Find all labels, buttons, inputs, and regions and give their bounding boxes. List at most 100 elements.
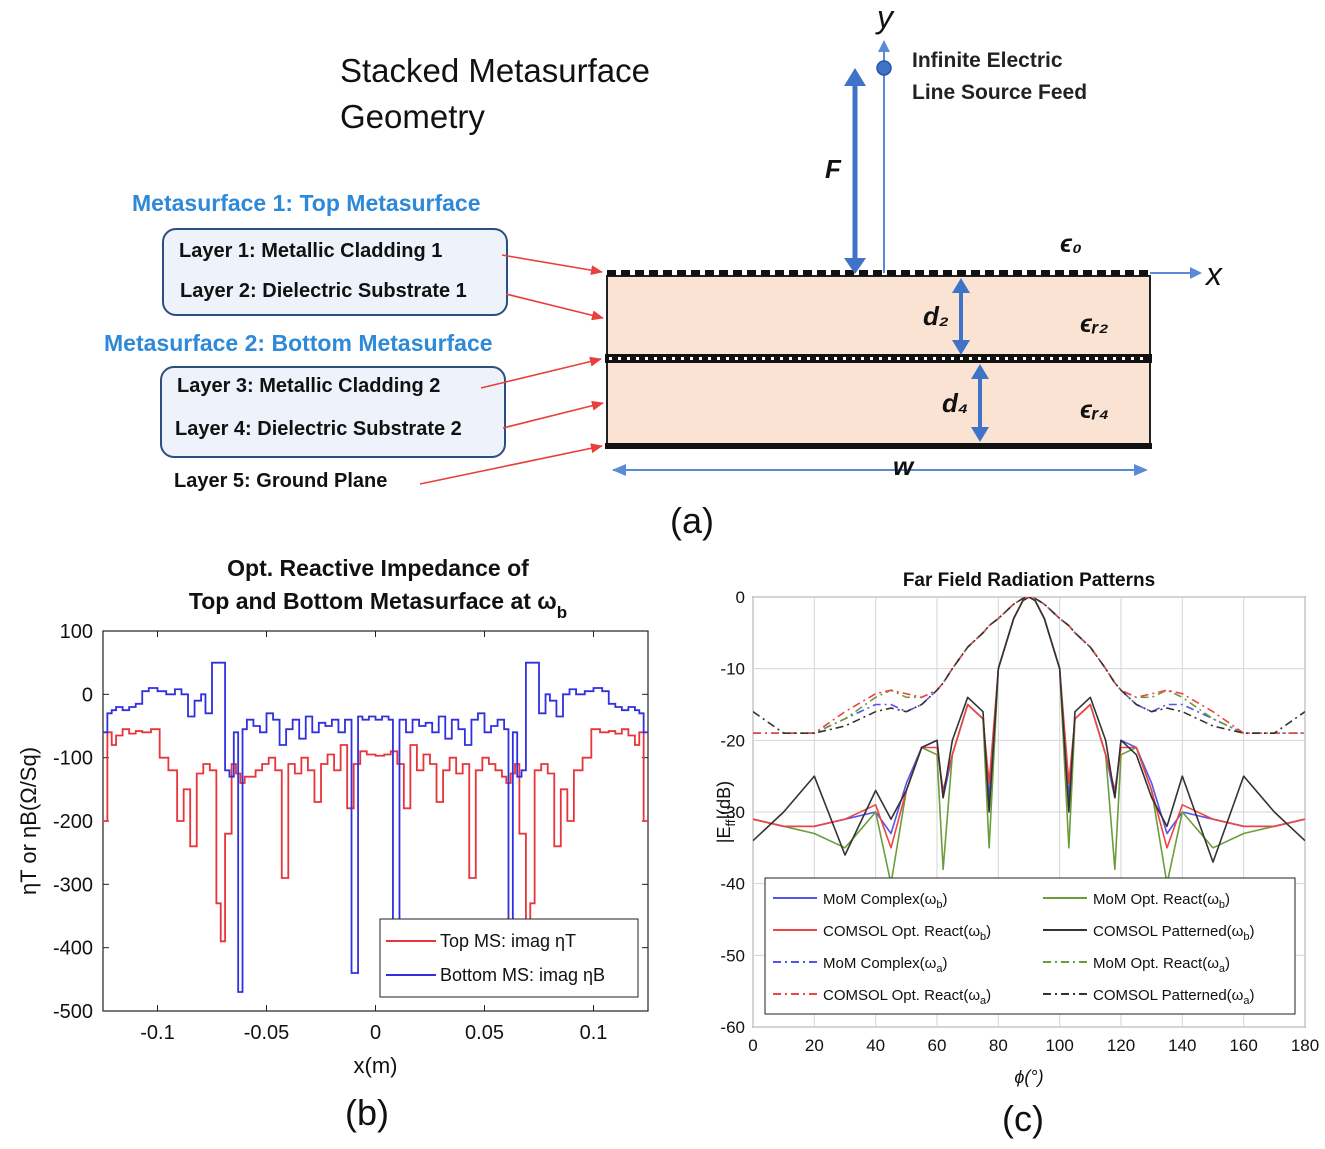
pointer-layer4 — [502, 400, 604, 429]
legend-entry-subscript: a — [1243, 995, 1250, 1007]
legend-entry: COMSOL Opt. React(ωb) — [823, 923, 991, 943]
caption-a: (a) — [670, 500, 714, 541]
pointer-layer3 — [480, 356, 602, 389]
legend-entry-close: ) — [1225, 955, 1230, 972]
line-source-dot — [876, 60, 892, 76]
legend-entry-subscript: a — [936, 963, 943, 975]
legend-box — [379, 918, 639, 998]
metallic-cladding-2 — [605, 354, 1152, 363]
y-axis-label: y — [875, 0, 895, 35]
layer1-label: Layer 1: Metallic Cladding 1 — [179, 240, 443, 262]
legend-entry: MoM Opt. React(ωb) — [1093, 891, 1230, 911]
y-axis-label-tail: |(dB) — [714, 781, 734, 820]
panel-a-title: Stacked Metasurface Geometry — [340, 48, 650, 140]
legend-entry-close: ) — [943, 955, 948, 972]
x-tick-label: -0.1 — [140, 1022, 174, 1044]
x-tick-label: 160 — [1229, 1036, 1257, 1055]
x-tick-label: 20 — [805, 1036, 824, 1055]
geometry-diagram: y x F d₂ d₄ w ϵ₀ ϵᵣ₂ ϵᵣ₄ — [419, 0, 1223, 485]
panel-a-title-line1: Stacked Metasurface — [340, 52, 650, 89]
y-tick-label: -60 — [720, 1018, 745, 1037]
legend-entry: MoM Opt. React(ωa) — [1093, 955, 1230, 975]
pointer-layer5 — [419, 443, 603, 485]
metasurface1-heading: Metasurface 1: Top Metasurface — [132, 190, 481, 216]
y-tick-label: -300 — [53, 874, 93, 896]
x-tick-label: 0 — [748, 1036, 757, 1055]
metasurface2-box — [160, 366, 506, 458]
legend-entry-close: ) — [986, 987, 991, 1004]
chart-title-subscript: b — [557, 603, 567, 622]
y-tick-label: -10 — [720, 660, 745, 679]
series-line-top-ms — [103, 728, 648, 943]
legend-entry-close: ) — [1250, 923, 1255, 940]
y-tick-label: -200 — [53, 811, 93, 833]
y-tick-label: 0 — [82, 684, 93, 706]
legend-entry-close: ) — [943, 891, 948, 908]
label-epsr4: ϵᵣ₄ — [1080, 396, 1109, 424]
panel-a-title-line2: Geometry — [340, 98, 485, 135]
feed-label: Infinite Electric Line Source Feed — [912, 45, 1087, 109]
x-axis-label: ϕ(°) — [1014, 1067, 1043, 1087]
legend-entry-subscript: b — [1243, 931, 1249, 943]
substrate-2 — [606, 361, 1151, 445]
y-axis-label-subscript: ff — [723, 819, 738, 826]
pointer-layer2 — [505, 293, 604, 321]
ground-plane — [605, 443, 1152, 449]
layer5-label: Layer 5: Ground Plane — [174, 470, 388, 492]
radiation-pattern-chart: Far Field Radiation Patterns 0 20 40 60 80 100… — [714, 570, 1319, 1087]
label-w: w — [893, 451, 915, 481]
chart-title: Far Field Radiation Patterns — [903, 570, 1155, 591]
label-d2: d₂ — [923, 301, 949, 331]
legend-box — [764, 877, 1296, 1015]
x-tick-label: 0 — [370, 1022, 381, 1044]
layer3-label: Layer 3: Metallic Cladding 2 — [177, 375, 441, 397]
legend-entry-subscript: a — [980, 995, 987, 1007]
legend-entry-subscript: b — [936, 899, 942, 911]
chart-title-line1: Opt. Reactive Impedance of — [227, 555, 529, 581]
legend-entry: MoM Complex(ωa) — [823, 955, 948, 975]
y-tick-label: -400 — [53, 938, 93, 960]
legend-entry-subscript: b — [980, 931, 986, 943]
x-axis-label: x — [1204, 256, 1223, 292]
x-tick-label: 0.1 — [580, 1022, 608, 1044]
label-F: F — [825, 154, 842, 184]
label-d4: d₄ — [942, 388, 968, 418]
substrate-1 — [606, 275, 1151, 357]
legend-entry: COMSOL Patterned(ωb) — [1093, 923, 1255, 943]
metasurface2-heading: Metasurface 2: Bottom Metasurface — [104, 330, 493, 356]
legend-entry-subscript: b — [1219, 899, 1225, 911]
chart-title-line2: Top and Bottom Metasurface at ωb — [189, 588, 567, 622]
x-tick-label: 100 — [1045, 1036, 1073, 1055]
caption-c: (c) — [1002, 1098, 1044, 1139]
x-axis-label: x(m) — [354, 1053, 398, 1078]
layer2-label: Layer 2: Dielectric Substrate 1 — [180, 280, 467, 302]
legend-entry-close: ) — [1250, 987, 1255, 1004]
legend-entry-close: ) — [1225, 891, 1230, 908]
impedance-chart: Opt. Reactive Impedance of Top and Bottom… — [16, 555, 649, 1078]
x-tick-label: 120 — [1107, 1036, 1135, 1055]
legend-entry: Bottom MS: imag ηB — [440, 965, 605, 985]
series-line-3 — [753, 597, 1305, 863]
series-line-4 — [753, 597, 1305, 734]
layer4-label: Layer 4: Dielectric Substrate 2 — [175, 418, 462, 440]
label-eps0: ϵ₀ — [1060, 230, 1082, 258]
legend-entry: MoM Complex(ωb) — [823, 891, 948, 911]
y-tick-label: 0 — [736, 588, 745, 607]
x-tick-label: 60 — [928, 1036, 947, 1055]
x-tick-label: 180 — [1291, 1036, 1319, 1055]
y-tick-label: -100 — [53, 748, 93, 770]
caption-b: (b) — [345, 1092, 389, 1133]
feed-label-line2: Line Source Feed — [912, 81, 1088, 104]
y-tick-label: -500 — [53, 1001, 93, 1023]
legend-entry-close: ) — [986, 923, 991, 940]
y-tick-label: -30 — [720, 803, 745, 822]
x-tick-label: 0.05 — [465, 1022, 504, 1044]
x-tick-label: -0.05 — [244, 1022, 290, 1044]
pointer-layer1 — [501, 254, 603, 276]
y-axis-label: ηT or ηB(Ω/Sq) — [16, 747, 41, 895]
y-tick-label: -40 — [720, 875, 745, 894]
legend-entry: COMSOL Opt. React(ωa) — [823, 987, 991, 1007]
series-line-2 — [753, 597, 1305, 849]
y-tick-label: -20 — [720, 731, 745, 750]
legend-entry-subscript: a — [1219, 963, 1226, 975]
